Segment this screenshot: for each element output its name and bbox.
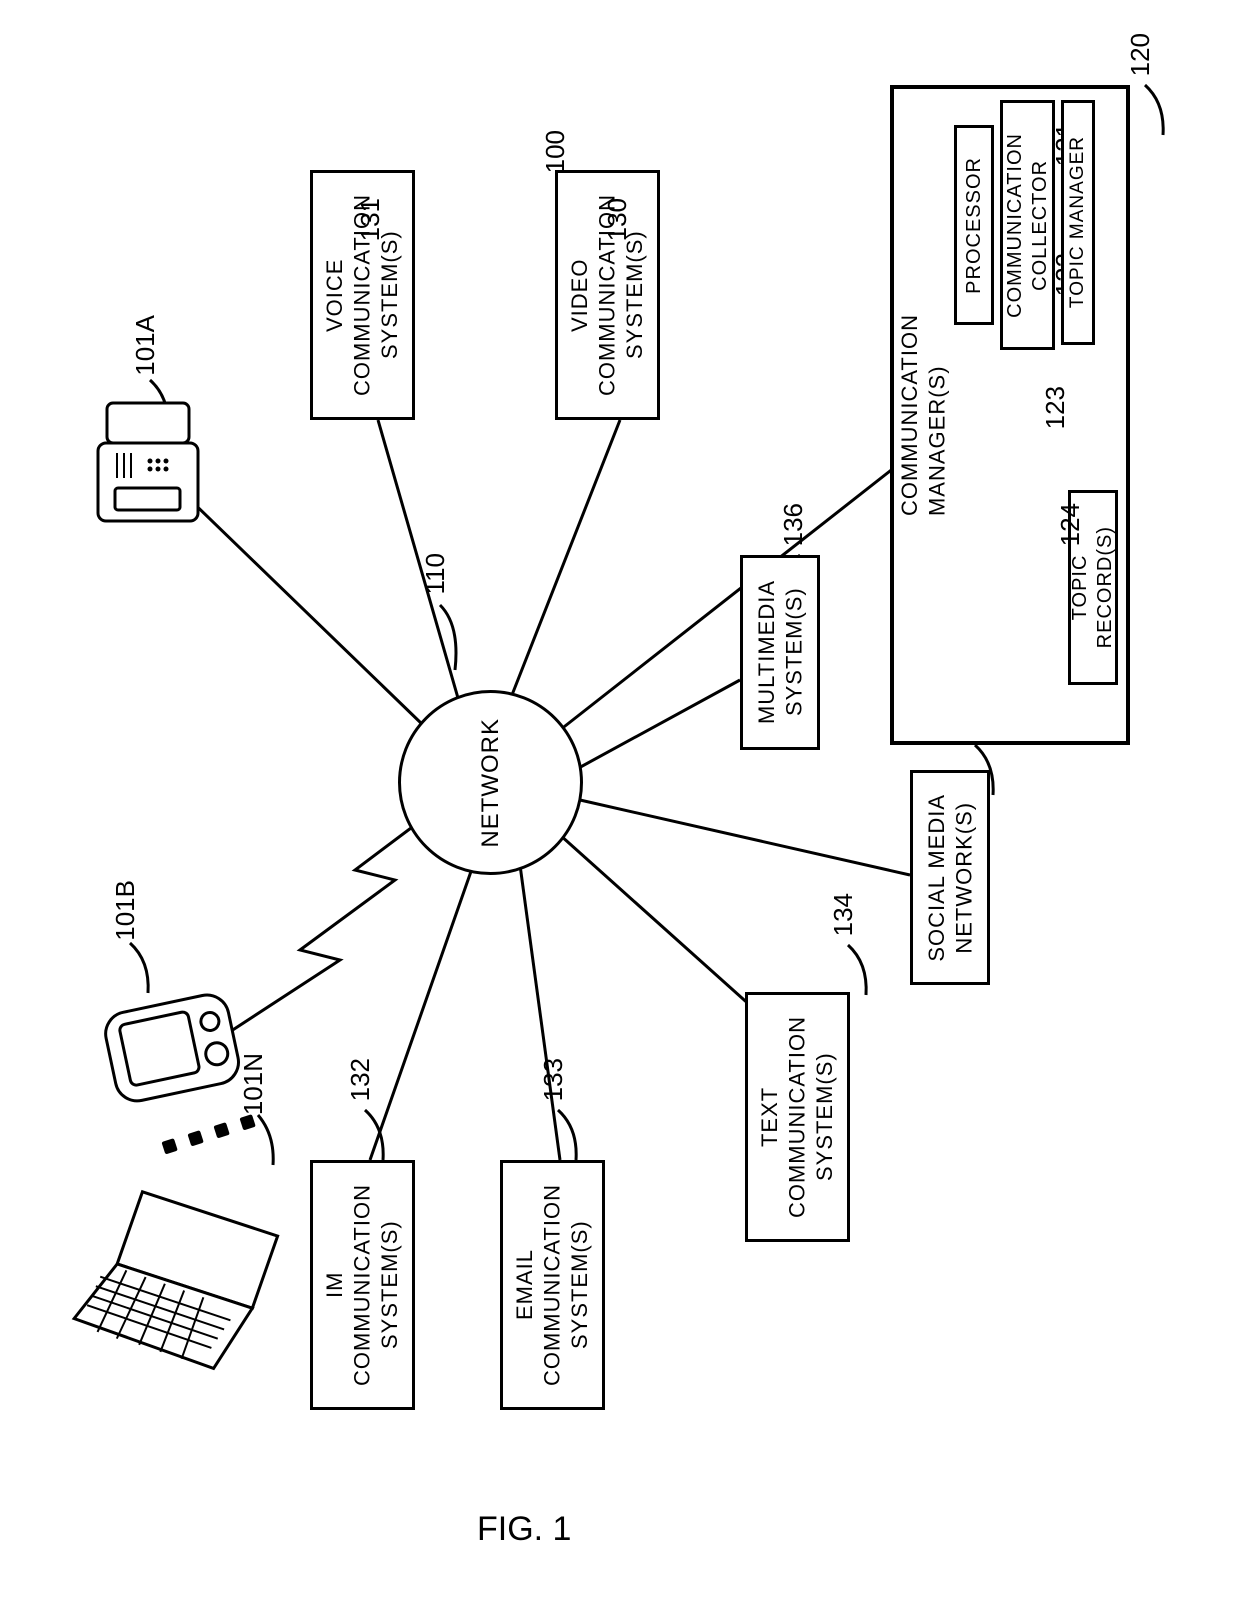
ref-device-a: 101A [130, 315, 161, 376]
processor-box: PROCESSOR [954, 125, 994, 325]
laptop-icon [70, 1180, 320, 1390]
collector-box: COMMUNICATION COLLECTOR [1000, 100, 1055, 350]
ref-video: 130 [602, 198, 633, 241]
network-node: NETWORK [398, 690, 583, 875]
ref-network: 110 [420, 553, 451, 594]
multimedia-box: MULTIMEDIA SYSTEM(S) [740, 555, 820, 750]
processor-label: PROCESSOR [962, 157, 987, 294]
email-system-box: EMAIL COMMUNICATION SYSTEM(S) [500, 1160, 605, 1410]
ref-multimedia: 136 [778, 503, 809, 546]
network-label: NETWORK [476, 718, 506, 848]
ref-email: 133 [538, 1058, 569, 1101]
ref-voice: 131 [355, 198, 386, 241]
ellipsis-icon [155, 1105, 265, 1165]
ref-manager: 120 [1125, 33, 1156, 76]
comm-manager-title-wrap: COMMUNICATION MANAGER(S) [898, 92, 948, 738]
ref-device-b: 101B [110, 880, 141, 941]
pda-icon [95, 985, 250, 1115]
ref-main: 100 [540, 130, 571, 173]
text-system-box: TEXT COMMUNICATION SYSTEM(S) [745, 992, 850, 1242]
im-system-box: IM COMMUNICATION SYSTEM(S) [310, 1160, 415, 1410]
collector-label: COMMUNICATION COLLECTOR [1003, 133, 1053, 318]
multimedia-label: MULTIMEDIA SYSTEM(S) [753, 580, 808, 724]
topic-mgr-label: TOPIC MANAGER [1066, 136, 1090, 308]
im-label: IM COMMUNICATION SYSTEM(S) [321, 1184, 404, 1386]
comm-manager-label: COMMUNICATION MANAGER(S) [896, 314, 951, 516]
topic-mgr-box: TOPIC MANAGER [1061, 100, 1095, 345]
ref-text: 134 [828, 893, 859, 936]
ref-topic-rec: 124 [1055, 503, 1086, 546]
ref-im: 132 [345, 1058, 376, 1101]
social-media-box: SOCIAL MEDIA NETWORK(S) [910, 770, 990, 985]
desktop-icon [80, 393, 220, 538]
ref-topic-mgr: 123 [1040, 386, 1071, 429]
email-label: EMAIL COMMUNICATION SYSTEM(S) [511, 1184, 594, 1386]
text-label: TEXT COMMUNICATION SYSTEM(S) [756, 1016, 839, 1218]
figure-label: FIG. 1 [477, 1510, 571, 1549]
social-label: SOCIAL MEDIA NETWORK(S) [923, 794, 978, 962]
